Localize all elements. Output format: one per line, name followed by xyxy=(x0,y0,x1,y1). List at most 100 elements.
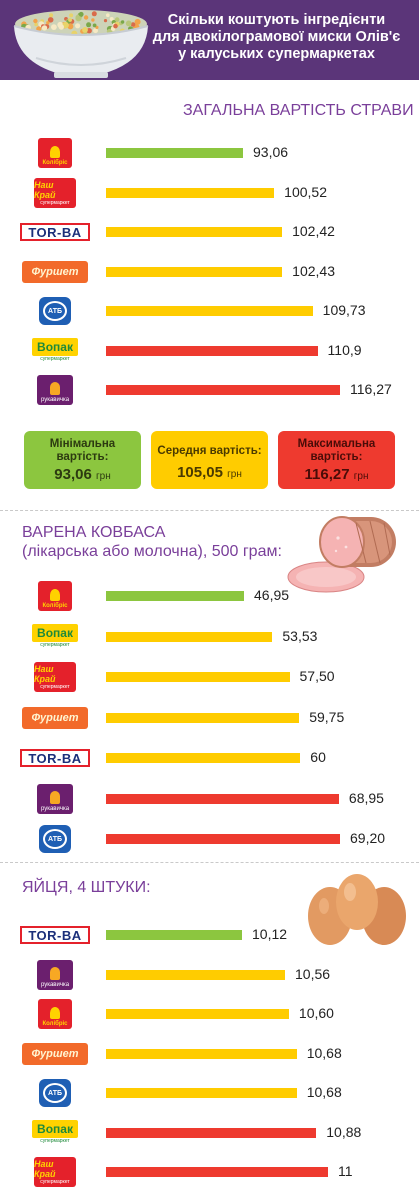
bar-vopak xyxy=(106,345,318,356)
value-label: 69,20 xyxy=(350,830,386,846)
summary-max-value: 116,27 xyxy=(304,466,350,483)
logo-text: Наш Край xyxy=(34,664,56,684)
bar-torba xyxy=(106,930,242,940)
value-label: 46,95 xyxy=(254,587,290,603)
section-divider xyxy=(0,862,419,863)
logo-vopak: Вопак супермаркет xyxy=(18,1118,92,1148)
bar-furshet xyxy=(106,1048,297,1059)
logo-text: Наш Край xyxy=(34,1159,56,1179)
bar-kolibris xyxy=(106,591,244,601)
summary-average-box: Середня вартість: 105,05 грн xyxy=(151,431,268,489)
logo-text: Фуршет xyxy=(31,265,79,278)
bar-atb xyxy=(106,306,313,316)
value-label: 93,06 xyxy=(253,144,289,160)
logo-text: Колібріс xyxy=(42,603,68,609)
header-title-line-3: у калуських супермаркетах xyxy=(178,46,375,62)
summary-average-value: 105,05 xyxy=(177,464,223,481)
value-label: 10,56 xyxy=(295,965,331,982)
logo-kolibris: Колібріс xyxy=(18,138,92,168)
logo-nash-krai: Наш Край супермаркет xyxy=(18,1157,92,1187)
summary-average-label: Середня вартість: xyxy=(157,445,262,457)
logo-furshet: Фуршет xyxy=(18,257,92,287)
section-title-sausage: ВАРЕНА КОВБАСА (лікарська або молочна), … xyxy=(22,523,282,561)
section-title-total: ЗАГАЛЬНА ВАРТІСТЬ СТРАВИ xyxy=(183,102,414,119)
summary-min-label-1: Мінімальна xyxy=(49,438,116,450)
logo-furshet: Фуршет xyxy=(18,703,92,733)
logo-vopak: Вопак супермаркет xyxy=(18,622,92,652)
logo-text: рукавичка xyxy=(40,397,70,403)
salad-bowl-icon xyxy=(13,10,149,78)
value-label: 10,68 xyxy=(306,1084,342,1100)
section-title-sausage-line-1: ВАРЕНА КОВБАСА xyxy=(22,524,166,541)
bar-torba xyxy=(106,227,283,237)
logo-text: Вопак xyxy=(37,626,73,640)
logo-text: АТБ xyxy=(47,835,62,843)
bar-vopak xyxy=(106,631,273,642)
value-label: 102,43 xyxy=(292,262,335,279)
bar-nash-krai xyxy=(106,1167,328,1177)
logo-atb: АТБ xyxy=(18,296,92,326)
logo-atb: АТБ xyxy=(18,1078,92,1108)
logo-text: Фуршет xyxy=(31,711,79,724)
value-label: 53,53 xyxy=(282,627,318,644)
value-label: 10,60 xyxy=(298,1005,334,1021)
summary-min-value: 93,06 xyxy=(54,466,92,483)
bar-vopak xyxy=(106,1127,317,1138)
bar-kolibris xyxy=(106,148,243,158)
value-label: 109,73 xyxy=(322,302,366,318)
logo-text: Вопак xyxy=(37,1122,73,1136)
logo-text: АТБ xyxy=(47,307,62,315)
summary-min-label-2: вартість: xyxy=(56,451,109,463)
value-label: 68,95 xyxy=(348,789,384,806)
bar-rukavychka xyxy=(106,793,339,804)
logo-text: TOR-BA xyxy=(28,750,82,766)
summary-max-label-2: вартість: xyxy=(310,451,363,463)
logo-vopak: Вопак супермаркет xyxy=(18,336,92,366)
logo-text: супермаркет xyxy=(40,356,70,362)
summary-max-unit: грн xyxy=(353,471,369,482)
logo-text: TOR-BA xyxy=(28,224,82,240)
logo-kolibris: Колібріс xyxy=(18,999,92,1029)
summary-average-unit: грн xyxy=(227,469,242,480)
logo-text: супермаркет xyxy=(40,1179,70,1185)
header-banner: Скільки коштують інгредієнти для двокіло… xyxy=(0,0,419,80)
summary-min-box: Мінімальна вартість: 93,06 грн xyxy=(24,431,141,489)
bar-furshet xyxy=(106,712,300,723)
logo-torba: TOR-BA xyxy=(18,217,92,247)
value-label: 100,52 xyxy=(284,183,327,200)
bar-rukavychka xyxy=(106,969,285,980)
bar-nash-krai xyxy=(106,672,290,682)
value-label: 102,42 xyxy=(292,223,335,239)
logo-torba: TOR-BA xyxy=(18,743,92,773)
sausage-photo xyxy=(287,516,396,593)
logo-text: супермаркет xyxy=(40,199,70,206)
logo-kolibris: Колібріс xyxy=(18,581,92,611)
logo-text: АТБ xyxy=(47,1089,62,1097)
value-label: 59,75 xyxy=(309,708,345,725)
logo-text: TOR-BA xyxy=(28,927,82,943)
bar-atb xyxy=(106,1088,297,1098)
bar-rukavychka xyxy=(106,385,340,395)
logo-rukavychka: рукавичка xyxy=(18,959,92,990)
summary-min-unit: грн xyxy=(95,471,111,482)
eggs-photo xyxy=(308,874,406,945)
value-label: 10,12 xyxy=(252,926,288,942)
section-divider xyxy=(0,510,419,511)
bar-atb xyxy=(106,834,340,844)
logo-text: рукавичка xyxy=(40,805,70,812)
logo-text: Колібріс xyxy=(42,160,68,166)
logo-text: супермаркет xyxy=(40,684,70,690)
value-label: 116,27 xyxy=(350,381,392,397)
logo-torba: TOR-BA xyxy=(18,920,92,950)
logo-rukavychka: рукавичка xyxy=(18,783,92,814)
logo-text: Фуршет xyxy=(31,1047,79,1060)
logo-text: Колібріс xyxy=(42,1021,68,1027)
summary-max-label-1: Максимальна xyxy=(297,438,376,450)
value-label: 110,9 xyxy=(327,341,362,358)
summary-max-box: Максимальна вартість: 116,27 грн xyxy=(278,431,395,489)
logo-text: Вопак xyxy=(37,340,73,354)
value-label: 11 xyxy=(338,1163,353,1179)
section-title-eggs: ЯЙЦЯ, 4 ШТУКИ: xyxy=(22,879,151,896)
value-label: 10,68 xyxy=(306,1044,342,1061)
